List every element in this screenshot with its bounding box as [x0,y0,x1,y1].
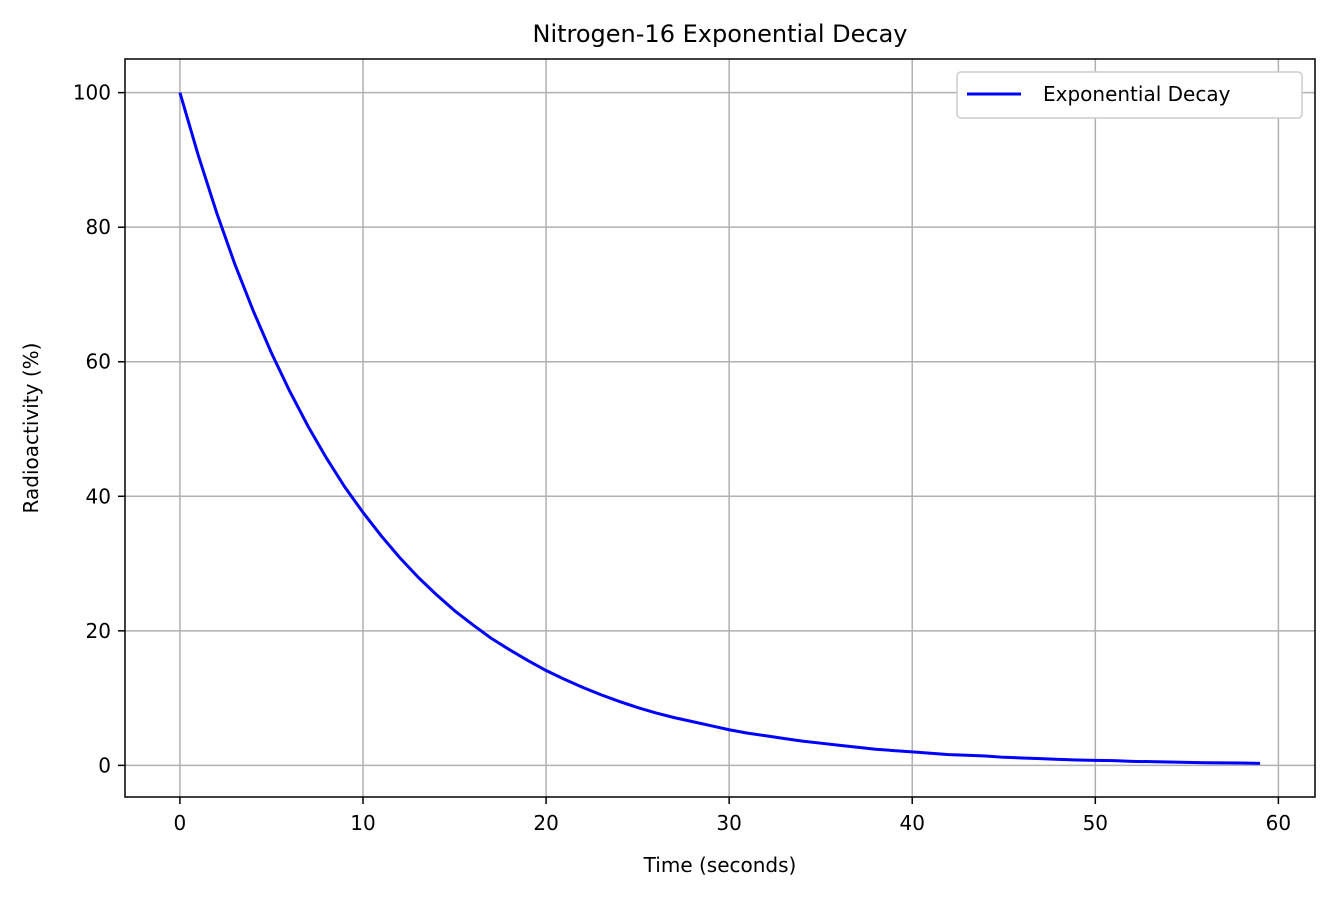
x-tick-label: 40 [900,811,925,835]
y-tick-label: 80 [86,215,111,239]
y-tick-label: 60 [86,350,111,374]
legend: Exponential Decay [956,71,1303,119]
x-tick-label: 50 [1083,811,1108,835]
ticks: 0 10 20 30 40 50 60 0 20 40 60 80 100 [73,81,1291,835]
y-tick-label: 0 [98,753,111,777]
x-tick-label: 30 [716,811,741,835]
x-tick-label: 60 [1266,811,1291,835]
x-tick-label: 0 [174,811,187,835]
chart-title: Nitrogen-16 Exponential Decay [533,20,908,48]
x-tick-label: 10 [350,811,375,835]
x-axis-label: Time (seconds) [643,853,797,877]
y-tick-label: 40 [86,484,111,508]
legend-label: Exponential Decay [1043,82,1231,106]
legend-box [956,71,1303,119]
series-line-exponential-decay [178,92,1261,765]
y-tick-label: 20 [86,619,111,643]
x-tick-label: 20 [533,811,558,835]
series-layer [178,92,1261,765]
y-axis-label: Radioactivity (%) [19,343,43,514]
y-tick-label: 100 [73,81,111,105]
plot-area-frame [124,58,1316,798]
